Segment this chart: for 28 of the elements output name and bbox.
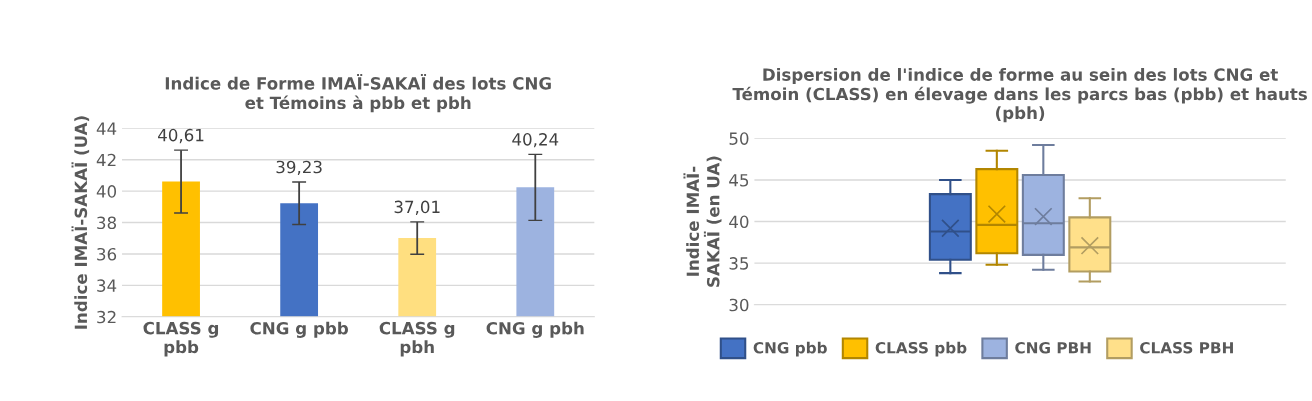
data-label: 39,23 [276, 160, 322, 176]
y-tick-label: 36 [97, 247, 117, 261]
y-tick-label: 38 [97, 216, 117, 230]
data-label: 40,61 [158, 128, 204, 144]
x-tick-label: CNG g pbb [250, 321, 348, 338]
y-tick-label: 40 [729, 215, 749, 229]
y-tick-label: 50 [729, 132, 749, 145]
data-label: 40,24 [512, 133, 559, 148]
y-tick-label: 42 [96, 153, 116, 167]
y-tick-label: 35 [729, 257, 749, 270]
y-tick-label: 34 [97, 279, 117, 292]
y-axis-title: Indice IMAÏ-SAKAÏ (UA) [71, 116, 90, 329]
chart-title: Dispersion de l'indice de forme au sein des lots CNG et Témoin (CLASS) en élevage dans les parcs bas (pbb) et hauts (pbh) [732, 67, 1307, 123]
y-tick-label: 40 [96, 185, 117, 198]
y-tick-label: 45 [729, 174, 749, 187]
y-axis-title: Indice IMAÏ- SAKAÏ (en UA) [683, 156, 722, 287]
y-tick-label: 30 [729, 298, 749, 312]
chart-title: Indice de Forme IMAÏ-SAKAÏ des lots CNG et Témoins à pbb et pbh [165, 73, 551, 113]
y-tick-label: 44 [96, 122, 117, 135]
data-label: 37,01 [394, 200, 440, 215]
legend-label: CLASS PBH [1140, 341, 1233, 354]
y-tick-label: 32 [97, 310, 116, 324]
x-tick-label: CLASS g pbh [379, 321, 455, 357]
legend-label: CNG pbb [753, 341, 827, 357]
legend-label: CLASS pbb [875, 341, 967, 357]
x-tick-label: CLASS g pbb [143, 321, 219, 357]
x-tick-label: CNG g pbh [486, 321, 584, 338]
legend-label: CNG PBH [1015, 341, 1091, 354]
